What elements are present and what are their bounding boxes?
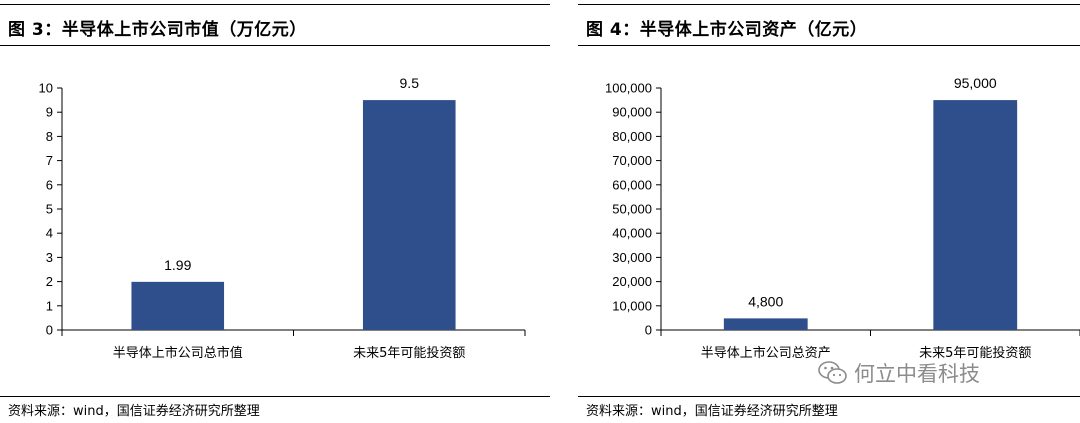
y-tick-label: 4: [46, 226, 53, 241]
x-category-label: 半导体上市公司总资产: [701, 345, 831, 361]
y-tick-label: 40,000: [612, 226, 652, 241]
source-note: 资料来源：wind，国信证券经济研究所整理: [8, 404, 260, 419]
data-label: 95,000: [954, 75, 997, 91]
y-tick-label: 8: [46, 129, 53, 144]
y-tick-label: 3: [46, 250, 53, 265]
y-tick-label: 100,000: [605, 81, 652, 96]
y-tick-label: 80,000: [612, 129, 652, 144]
y-tick-label: 10: [39, 81, 53, 96]
bar-chart: 0 10,000 20,000 30,000 40,000 50,000 60,000 70,…: [578, 60, 1080, 370]
wechat-icon: [818, 361, 847, 384]
x-category-label: 未来5年可能投资额: [353, 345, 465, 361]
source-divider: [578, 396, 1080, 397]
source-note: 资料来源：wind，国信证券经济研究所整理: [586, 404, 838, 419]
source-divider: [0, 396, 550, 397]
bar: [933, 100, 1018, 330]
x-category-label: 未来5年可能投资额: [919, 345, 1031, 361]
data-label: 4,800: [748, 293, 783, 309]
bar: [362, 100, 456, 330]
y-tick-label: 9: [46, 105, 53, 120]
y-tick-label: 10,000: [612, 298, 652, 313]
watermark: 何立中看科技: [818, 358, 980, 388]
chart-svg: 0 1 2 3 4 5 6 7 8 9 10 1.99 半导体上市公司总市值 9.5 未来5年可能投资额: [39, 75, 526, 361]
y-tick-label: 50,000: [612, 202, 652, 217]
y-tick-label: 90,000: [612, 105, 652, 120]
data-label: 9.5: [400, 75, 420, 91]
x-category-label: 半导体上市公司总市值: [113, 345, 243, 361]
bar: [723, 318, 808, 330]
y-tick-label: 7: [46, 153, 53, 168]
bar: [131, 281, 225, 330]
y-tick-label: 5: [46, 202, 53, 217]
y-tick-label: 60,000: [612, 177, 652, 192]
y-tick-label: 2: [46, 274, 53, 289]
y-tick-label: 1: [46, 298, 53, 313]
y-tick-label: 0: [46, 323, 53, 338]
chart-panel-assets: 图 4：半导体上市公司资产（亿元） 0 10,000 20,000 30,000 40,…: [578, 0, 1080, 423]
y-tick-label: 6: [46, 177, 53, 192]
chart-svg: 0 10,000 20,000 30,000 40,000 50,000 60,000 70,…: [605, 75, 1080, 361]
y-tick-label: 30,000: [612, 250, 652, 265]
data-label: 1.99: [164, 257, 191, 273]
title-bar: 图 3：半导体上市公司市值（万亿元）: [0, 4, 550, 46]
bar-chart: 0 1 2 3 4 5 6 7 8 9 10 1.99 半导体上市公司总市值 9.5 未来5年可能投资额: [0, 60, 550, 370]
chart-title: 图 3：半导体上市公司市值（万亿元）: [8, 20, 307, 40]
watermark-text: 何立中看科技: [854, 362, 980, 386]
chart-title: 图 4：半导体上市公司资产（亿元）: [586, 20, 868, 40]
y-tick-label: 70,000: [612, 153, 652, 168]
y-tick-label: 0: [645, 323, 652, 338]
chart-panel-market-cap: 图 3：半导体上市公司市值（万亿元） 0 1 2 3 4 5 6 7 8 9 10 1.99 半导体上市…: [0, 4, 550, 419]
title-bar: 图 4：半导体上市公司资产（亿元）: [578, 4, 1080, 46]
y-tick-label: 20,000: [612, 274, 652, 289]
